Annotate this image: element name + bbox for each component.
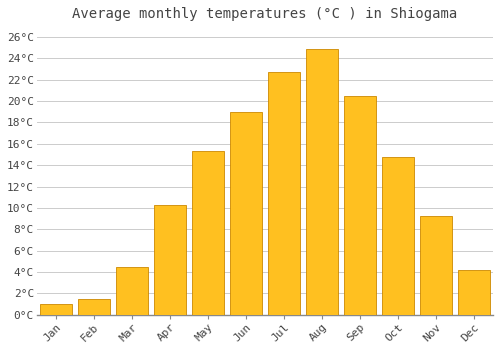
Bar (420, 216, 452, 315)
Bar (116, 267, 148, 315)
Bar (382, 156, 414, 315)
Bar (40, 304, 72, 315)
Bar (458, 270, 490, 315)
Bar (230, 112, 262, 315)
Bar (154, 205, 186, 315)
Title: Average monthly temperatures (°C ) in Shiogama: Average monthly temperatures (°C ) in Sh… (72, 7, 458, 21)
Bar (344, 96, 376, 315)
Bar (78, 299, 110, 315)
Bar (306, 49, 338, 315)
Bar (192, 151, 224, 315)
Bar (268, 72, 300, 315)
